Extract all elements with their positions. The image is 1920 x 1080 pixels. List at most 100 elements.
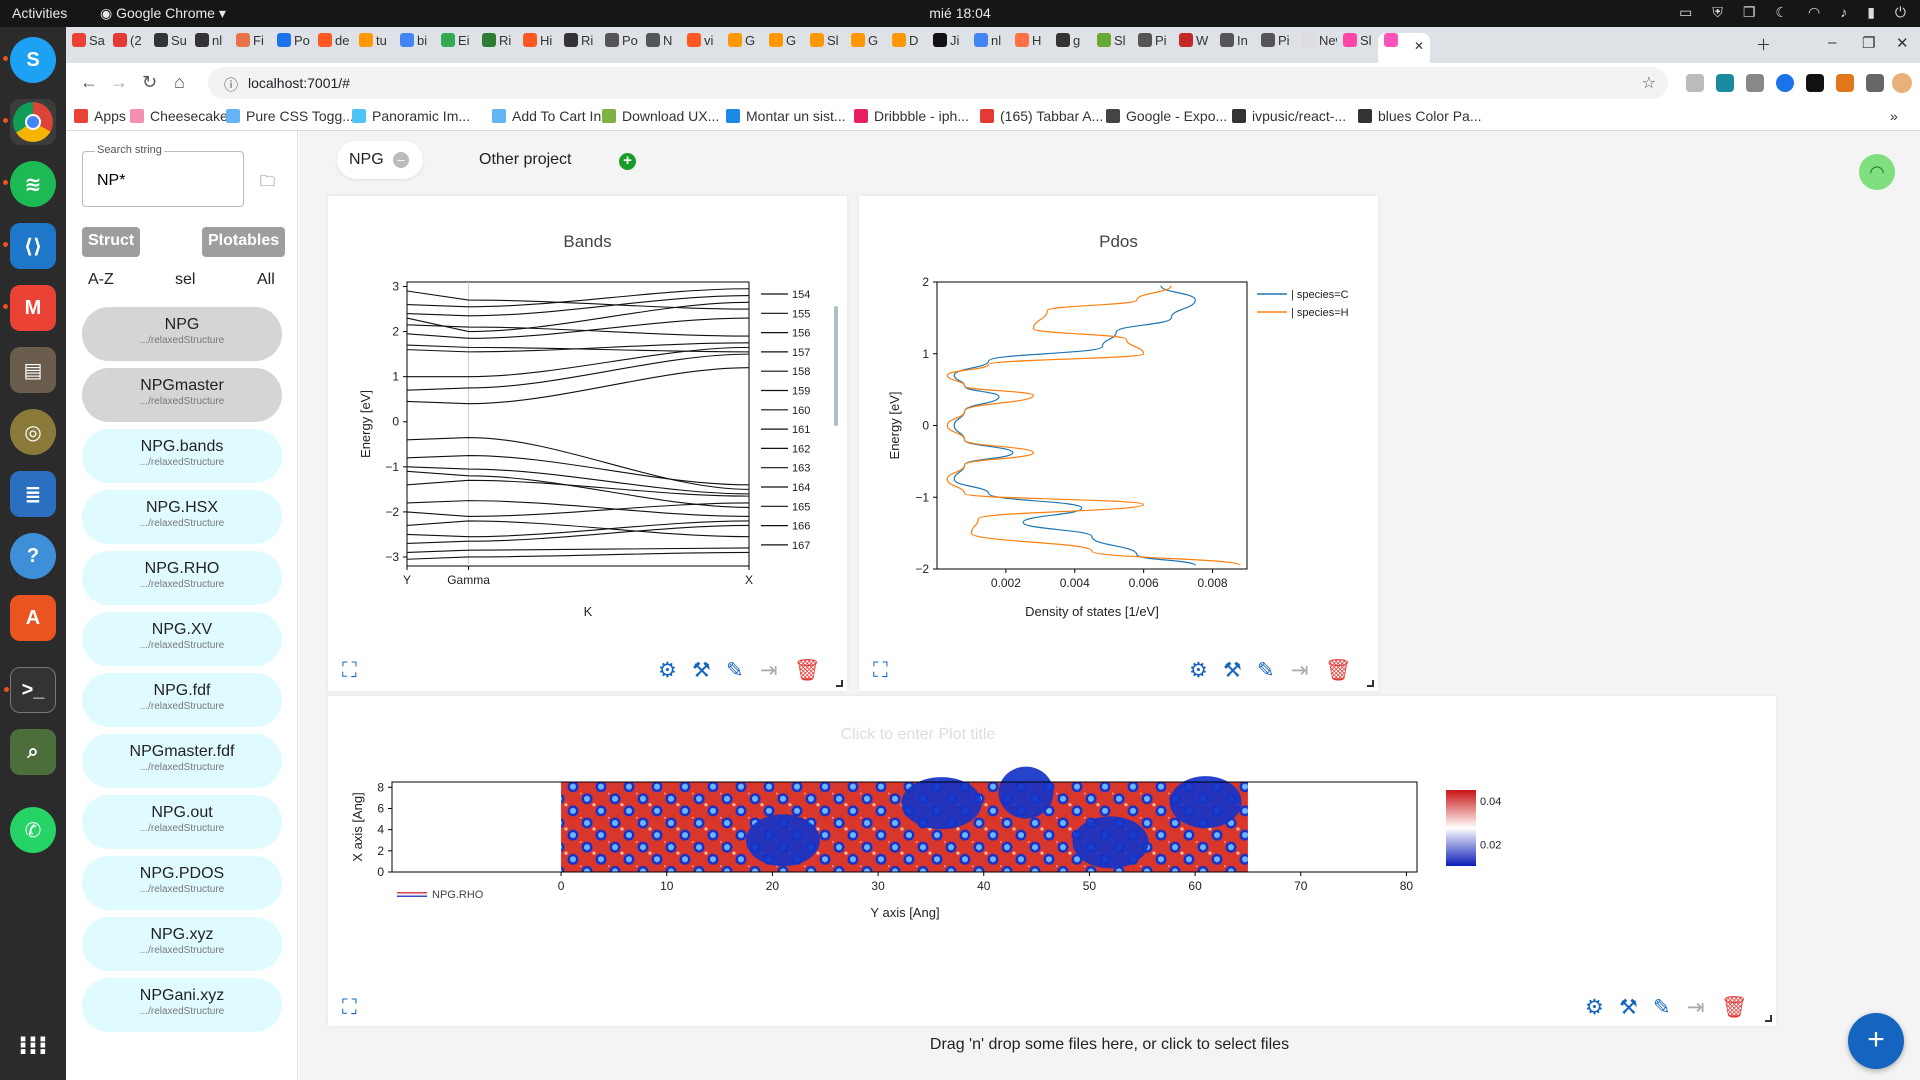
browser-tab[interactable]: nl — [189, 33, 230, 63]
gmail-ext-icon[interactable] — [1746, 74, 1764, 92]
files-icon[interactable]: ▤ — [10, 347, 56, 393]
folder-icon[interactable]: 🗀 — [260, 173, 276, 190]
hammer-icon[interactable]: ⚒ — [1619, 996, 1638, 1019]
bookmark-item[interactable]: Cheesecake — [130, 108, 228, 124]
skype-icon[interactable]: S — [3, 37, 56, 83]
bookmark-item[interactable]: Montar un sist... — [726, 108, 846, 124]
fullscreen-icon[interactable]: ⛶ — [873, 659, 888, 682]
delete-icon[interactable]: 🗑 — [1721, 996, 1748, 1019]
night-light-icon[interactable]: ☾ — [1775, 4, 1788, 20]
bookmark-item[interactable]: Download UX... — [602, 108, 719, 124]
export-icon[interactable]: ⇥ — [1687, 996, 1705, 1019]
browser-tab[interactable]: g — [1050, 33, 1091, 63]
bookmark-item[interactable]: Google - Expo... — [1106, 108, 1227, 124]
ext-dark-icon[interactable] — [1806, 74, 1824, 92]
export-icon[interactable]: ⇥ — [1291, 659, 1309, 682]
vscode-icon[interactable]: ⟨⟩ — [3, 223, 56, 269]
browser-tab[interactable]: (2 — [107, 33, 148, 63]
info-icon[interactable]: ⓘ — [224, 77, 238, 93]
bookmark-item[interactable]: Add To Cart In... — [492, 108, 613, 124]
hammer-icon[interactable]: ⚒ — [692, 659, 711, 682]
file-item[interactable]: NPG.out .../relaxedStructure — [82, 795, 282, 849]
display-icon[interactable]: ▭ — [1679, 4, 1693, 20]
minimize-icon[interactable]: – — [1828, 34, 1837, 51]
sort-sel[interactable]: sel — [175, 271, 196, 288]
edit-icon[interactable]: ✎ — [726, 659, 744, 682]
bookmark-item[interactable]: ivpusic/react-... — [1232, 108, 1346, 124]
browser-tab-active[interactable]: ✕ — [1378, 33, 1430, 63]
bookmark-item[interactable]: Pure CSS Togg... — [226, 108, 354, 124]
browser-tab[interactable]: Po — [271, 33, 312, 63]
activities-button[interactable]: Activities — [12, 5, 68, 21]
browser-tab[interactable]: D — [886, 33, 927, 63]
browser-tab[interactable]: de — [312, 33, 353, 63]
delete-icon[interactable]: 🗑 — [1325, 659, 1352, 682]
file-item[interactable]: NPG.XV .../relaxedStructure — [82, 612, 282, 666]
fullscreen-icon[interactable]: ⛶ — [342, 659, 357, 682]
app-menu[interactable]: ◉ Google Chrome ▾ — [100, 5, 226, 21]
browser-tab[interactable]: vi — [681, 33, 722, 63]
file-item[interactable]: NPG.fdf .../relaxedStructure — [82, 673, 282, 727]
fullscreen-icon[interactable]: ⛶ — [342, 996, 357, 1019]
browser-tab[interactable]: Hi — [517, 33, 558, 63]
browser-tab[interactable]: Su — [148, 33, 189, 63]
browser-tab[interactable]: Ri — [558, 33, 599, 63]
react-devtools-icon[interactable] — [1716, 74, 1734, 92]
browser-tab[interactable]: New — [1296, 33, 1337, 63]
battery-icon[interactable]: ▮ — [1867, 4, 1875, 20]
struct-button[interactable]: Struct — [82, 227, 141, 257]
software-icon[interactable]: A — [10, 595, 56, 641]
search-input[interactable] — [97, 172, 227, 190]
extension-icon[interactable] — [1686, 74, 1704, 92]
browser-tab[interactable]: N — [640, 33, 681, 63]
session-tab-npg[interactable]: NPG – — [337, 141, 423, 179]
avatar[interactable] — [1892, 73, 1912, 93]
new-tab-icon[interactable]: ＋ — [1756, 37, 1772, 54]
spotify-icon[interactable]: ≋ — [3, 161, 56, 207]
file-dropzone[interactable]: Drag 'n' drop some files here, or click … — [929, 1036, 1290, 1053]
bookmark-item[interactable]: Panoramic Im... — [352, 108, 470, 124]
resize-handle[interactable] — [1765, 1015, 1772, 1022]
settings-icon[interactable]: ⚙ — [1585, 996, 1604, 1019]
file-item[interactable]: NPGani.xyz .../relaxedStructure — [82, 978, 282, 1032]
bookmark-star-icon[interactable]: ☆ — [1641, 75, 1656, 92]
browser-tab[interactable]: Ei — [435, 33, 476, 63]
plotables-button[interactable]: Plotables — [202, 227, 286, 257]
browser-tab[interactable]: W — [1173, 33, 1214, 63]
browser-tab[interactable]: Sa — [66, 33, 107, 63]
address-bar[interactable]: ⓘ localhost:7001/# ☆ — [208, 67, 1668, 99]
browser-tab[interactable]: Ri — [476, 33, 517, 63]
rhythmbox-icon[interactable]: ◎ — [10, 409, 56, 455]
browser-tab[interactable]: G — [845, 33, 886, 63]
forward-icon[interactable]: → — [110, 72, 128, 92]
settings-icon[interactable]: ⚙ — [658, 659, 677, 682]
window-icon[interactable]: ❐ — [1742, 4, 1756, 20]
hammer-icon[interactable]: ⚒ — [1223, 659, 1242, 682]
chrome-icon[interactable] — [3, 99, 56, 145]
bookmark-item[interactable]: (165) Tabbar A... — [980, 108, 1103, 124]
browser-tab[interactable]: Pi — [1132, 33, 1173, 63]
browser-tab[interactable]: H — [1009, 33, 1050, 63]
apps-shortcut[interactable]: Apps — [74, 108, 126, 124]
bookmarks-more-icon[interactable]: » — [1890, 108, 1898, 124]
browser-tab[interactable]: Pi — [1255, 33, 1296, 63]
browser-tab[interactable]: G — [722, 33, 763, 63]
show-apps-icon[interactable]: ⁝⁝⁝ — [18, 1029, 48, 1060]
close-tab-icon[interactable]: ✕ — [1413, 39, 1424, 53]
image-viewer-icon[interactable]: ⌕ — [10, 729, 56, 775]
session-tab-other[interactable]: Other project — [467, 141, 583, 179]
search-field[interactable]: Search string — [82, 144, 244, 207]
settings-icon[interactable]: ⚙ — [1189, 659, 1208, 682]
help-icon[interactable]: ? — [10, 533, 56, 579]
wifi-icon[interactable]: ◠ — [1807, 4, 1821, 20]
terminal-icon[interactable]: >_ — [4, 667, 56, 713]
whatsapp-icon[interactable]: ✆ — [10, 807, 56, 853]
bands-chart[interactable]: Bands 3 2 1 0 −1 −2 −3 Y Gamma X K Energy [eV] 154 155… — [328, 196, 847, 636]
shield-icon[interactable]: ⛨ — [1712, 4, 1723, 20]
back-icon[interactable]: ← — [80, 72, 98, 92]
resize-handle[interactable] — [1367, 680, 1374, 687]
edit-icon[interactable]: ✎ — [1257, 659, 1275, 682]
browser-tab[interactable]: Fi — [230, 33, 271, 63]
writer-icon[interactable]: ≣ — [10, 471, 56, 517]
